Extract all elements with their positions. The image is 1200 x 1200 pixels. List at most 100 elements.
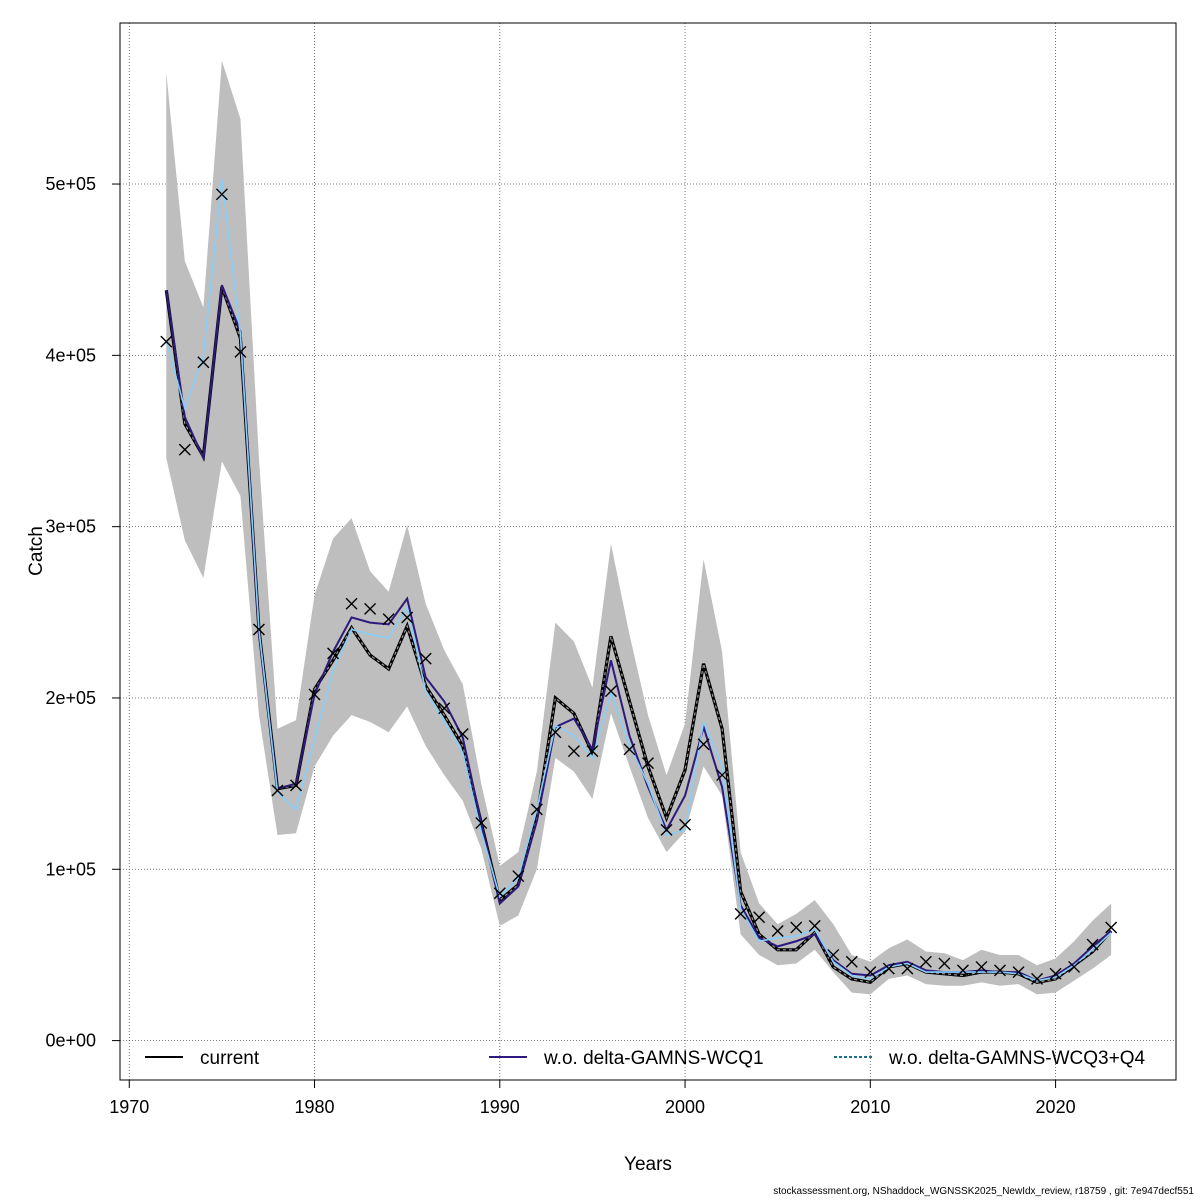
observed-point (938, 957, 951, 970)
observed-point (438, 702, 451, 715)
observed-point (660, 823, 673, 836)
observed-point (1086, 938, 1099, 951)
y-tick-label: 2e+05 (45, 688, 96, 708)
observed-point-stroke (234, 345, 247, 358)
observed-point (197, 356, 210, 369)
observed-point (475, 817, 488, 830)
observed-point (919, 955, 932, 968)
observed-point (679, 818, 692, 831)
observed-point (456, 727, 469, 740)
observed-point (1105, 921, 1118, 934)
observed-point-stroke (475, 817, 488, 830)
observed-point (178, 443, 191, 456)
observed-point (586, 745, 599, 758)
y-tick-label: 4e+05 (45, 345, 96, 365)
x-tick-label: 1990 (480, 1097, 520, 1117)
observed-point (845, 955, 858, 968)
observed-point (567, 745, 580, 758)
observed-point-stroke (178, 443, 191, 456)
observed-point (234, 345, 247, 358)
observed-point-stroke (197, 356, 210, 369)
observed-point-stroke (1012, 966, 1025, 979)
legend-item: current (145, 1048, 260, 1069)
observed-point-stroke (160, 335, 173, 348)
observed-point-stroke (364, 602, 377, 615)
observed-point (401, 611, 414, 624)
y-tick-label: 1e+05 (45, 859, 96, 879)
plot-frame (119, 22, 1177, 1081)
observed-point (327, 647, 340, 660)
observed-point-stroke (975, 960, 988, 973)
observed-point-stroke (567, 745, 580, 758)
observed-point (901, 962, 914, 975)
series-line-wcq1 (165, 284, 1112, 982)
series-line-current (165, 286, 1112, 983)
observed-point-stroke (401, 611, 414, 624)
observed-point-stroke (1086, 938, 1099, 951)
observed-point (827, 948, 840, 961)
observed-point-stroke (1105, 921, 1118, 934)
y-tick-label: 3e+05 (45, 517, 96, 537)
observed-point-stroke (827, 948, 840, 961)
observed-point (1068, 960, 1081, 973)
observed-point-stroke (771, 924, 784, 937)
observed-point-stroke (586, 745, 599, 758)
observed-point (530, 803, 543, 816)
observed-point-stroke (882, 962, 895, 975)
observed-point-stroke (290, 779, 302, 792)
observed-point-stroke (845, 955, 858, 968)
y-tick-label: 0e+00 (45, 1031, 96, 1051)
x-tick-label: 1970 (109, 1097, 149, 1117)
observed-point (956, 964, 969, 977)
observed-point (864, 966, 877, 979)
observed-point-stroke (438, 702, 451, 715)
observed-point-stroke (549, 726, 562, 739)
legend-item: w.o. delta-GAMNS-WCQ3+Q4 (834, 1048, 1145, 1069)
x-tick-label: 2000 (665, 1097, 705, 1117)
observed-point (753, 911, 766, 924)
legend-item: w.o. delta-GAMNS-WCQ1 (489, 1048, 764, 1069)
observed-point-stroke (919, 955, 932, 968)
series-lines-layer (164, 178, 1113, 985)
observed-point-stroke (1049, 967, 1062, 980)
confidence-band-layer (166, 60, 1112, 995)
observed-point (1049, 967, 1062, 980)
observed-point (604, 685, 617, 698)
observed-point (697, 738, 710, 751)
x-tick-label: 2020 (1036, 1097, 1076, 1117)
observed-point (290, 779, 302, 792)
observed-point-stroke (864, 966, 877, 979)
observed-point (1012, 966, 1025, 979)
observed-point (308, 688, 321, 701)
observed-point-stroke (604, 685, 617, 698)
observed-point-stroke (1068, 960, 1081, 973)
observed-point (271, 784, 284, 797)
observed-point (512, 870, 525, 883)
observed-point (623, 743, 636, 756)
observed-point-stroke (530, 803, 543, 816)
observed-point (716, 769, 729, 782)
observed-point-stroke (345, 597, 358, 610)
legend: current w.o. delta-GAMNS-WCQ1 w.o. delta-G… (145, 1048, 1145, 1069)
observed-point (642, 757, 654, 770)
grid (120, 23, 1176, 1080)
series-line-wcq3-q4 (165, 178, 1112, 982)
observed-point-stroke (716, 769, 729, 782)
footer-caption: stockassessment.org, NShaddock_WGNSSK202… (773, 1186, 1194, 1197)
observed-point-stroke (808, 919, 821, 932)
axes: 1970 1980 1990 2000 2010 2020 0e+00 1e+05 2e+05 3… (45, 174, 1075, 1117)
observed-point-stroke (215, 188, 228, 201)
observed-point (215, 188, 228, 201)
observed-point (364, 602, 377, 615)
x-tick-label: 1980 (295, 1097, 335, 1117)
observed-point-stroke (956, 964, 969, 977)
x-tick-label: 2010 (850, 1097, 890, 1117)
legend-label: w.o. delta-GAMNS-WCQ3+Q4 (888, 1048, 1145, 1069)
observed-point-stroke (1031, 972, 1044, 985)
observed-point-stroke (271, 784, 284, 797)
observed-point (252, 623, 265, 636)
y-axis-title: Catch (26, 526, 47, 576)
y-tick-label: 5e+05 (45, 174, 96, 194)
observed-point-stroke (327, 647, 340, 660)
observed-point (808, 919, 821, 932)
